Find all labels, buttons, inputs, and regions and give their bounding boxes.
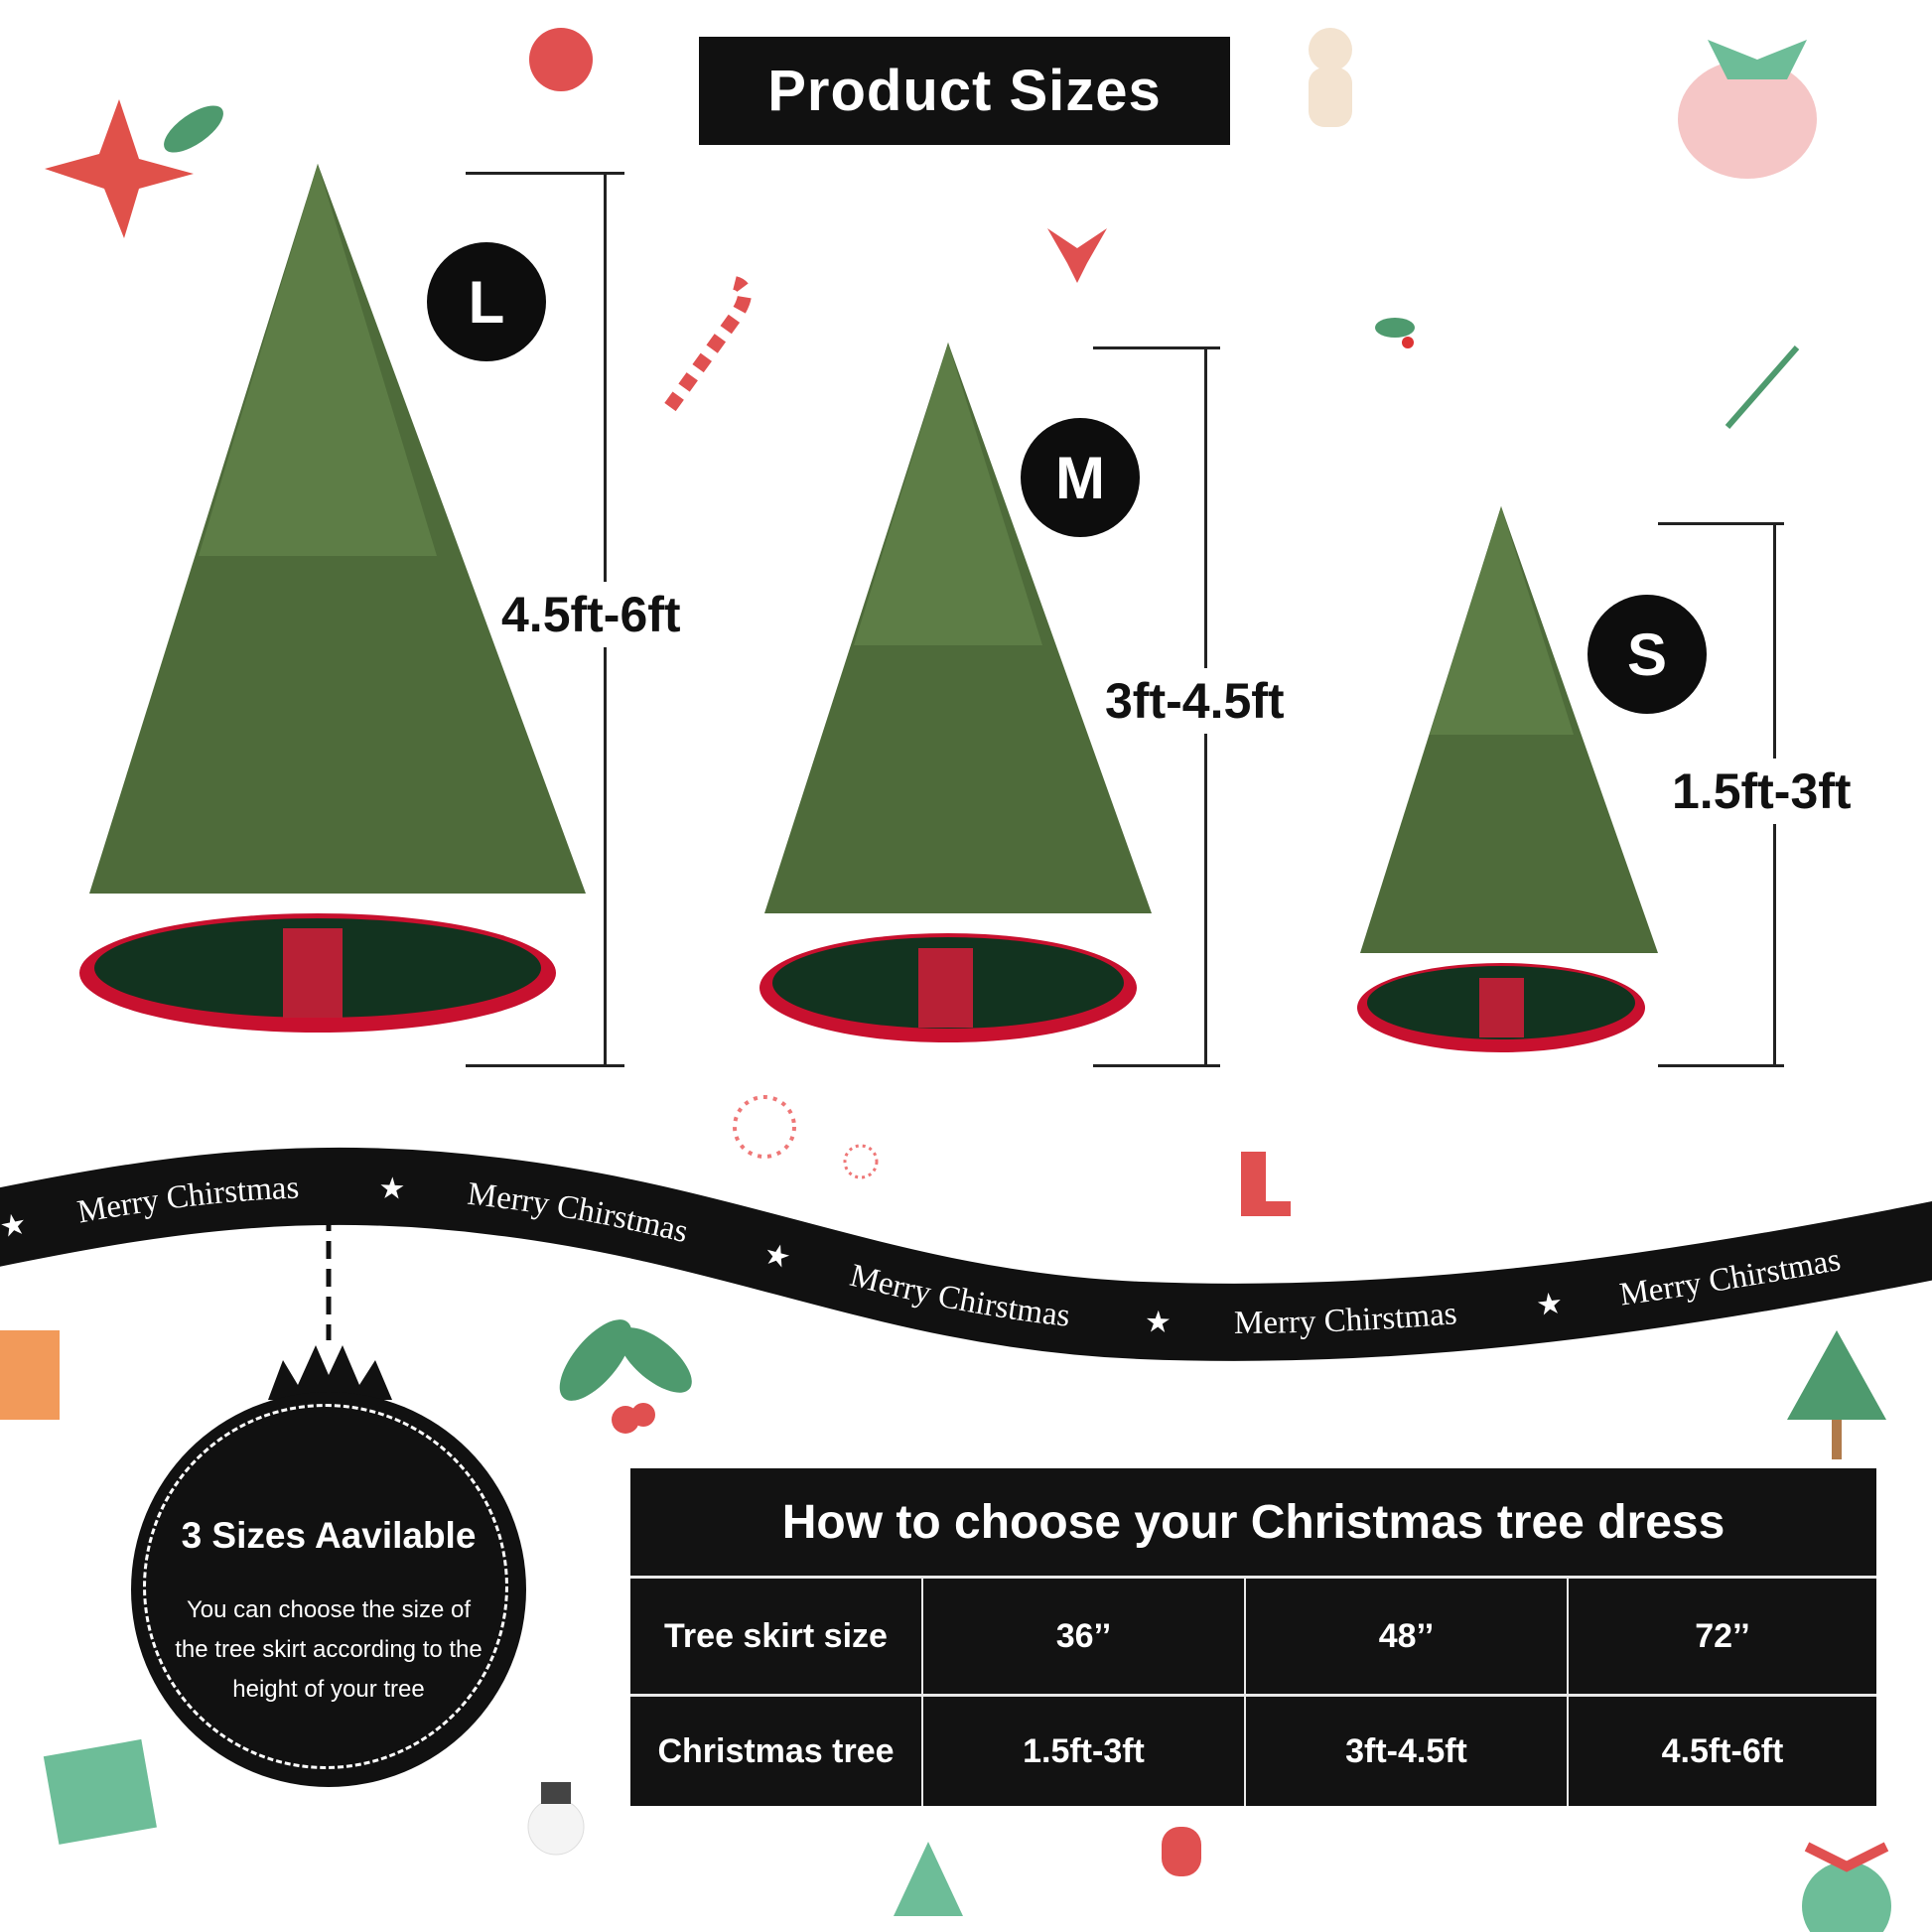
size-badge-medium: M	[1021, 418, 1140, 537]
svg-text:★: ★	[1144, 1306, 1172, 1339]
candy-cane-icon	[664, 276, 752, 412]
svg-text:★: ★	[1534, 1287, 1565, 1322]
mitten-icon	[1162, 1827, 1201, 1876]
table-row: Tree skirt size 36’’ 48’’ 72’’	[630, 1579, 1876, 1697]
ornament-gift-icon	[1802, 1842, 1891, 1932]
holly-icon	[1375, 318, 1415, 348]
tree-icon	[894, 1842, 963, 1916]
snowflake-icon	[733, 1095, 879, 1179]
poinsettia-icon	[45, 99, 223, 238]
tree-large	[79, 164, 586, 1033]
tree-small	[1357, 506, 1658, 1052]
dashed-ring	[143, 1404, 508, 1769]
gift-ball-icon	[1678, 40, 1817, 179]
size-badge-large: L	[427, 242, 546, 361]
star-icon: ★	[1144, 1306, 1172, 1339]
size-badge-small: S	[1587, 595, 1707, 714]
table-title: How to choose your Christmas tree dress	[630, 1468, 1876, 1579]
page-title: Product Sizes	[699, 37, 1230, 145]
height-label-large: 4.5ft-6ft	[501, 582, 681, 647]
svg-text:★: ★	[378, 1172, 406, 1205]
row-header: Christmas tree	[630, 1697, 923, 1806]
star-icon: ★	[1534, 1287, 1565, 1322]
dimension-tick	[466, 1064, 624, 1067]
size-guide-table: How to choose your Christmas tree dress …	[630, 1468, 1876, 1806]
small-tree-icon	[1787, 1330, 1886, 1459]
holly-large-icon	[559, 1319, 692, 1434]
bauble-icon	[529, 28, 593, 91]
dimension-tick	[1093, 1064, 1220, 1067]
table-cell: 1.5ft-3ft	[923, 1697, 1246, 1806]
branch-icon	[1725, 345, 1800, 429]
table-cell: 4.5ft-6ft	[1661, 1731, 1784, 1770]
tree-medium	[759, 343, 1152, 1042]
snowman-icon	[527, 1782, 585, 1856]
table-cell: 48’’	[1246, 1579, 1569, 1694]
dimension-tick	[1658, 1064, 1784, 1067]
dimension-tick	[1658, 522, 1784, 525]
table-cell: 72’’	[1695, 1616, 1750, 1655]
table-cell: 36’’	[923, 1579, 1246, 1694]
height-label-small: 1.5ft-3ft	[1672, 759, 1852, 824]
table-row: Christmas tree 1.5ft-3ft 3ft-4.5ft 4.5ft…	[630, 1697, 1876, 1806]
dimension-tick	[466, 172, 624, 175]
pine-cap-icon	[268, 1345, 392, 1400]
ornament-title: 3 Sizes Aavilable	[181, 1515, 477, 1556]
dimension-tick	[1093, 346, 1220, 349]
gift-icon	[0, 1330, 157, 1845]
stocking-icon	[1241, 1152, 1291, 1216]
star-icon: ★	[378, 1172, 406, 1205]
bow-icon	[1047, 228, 1107, 283]
height-label-medium: 3ft-4.5ft	[1105, 668, 1285, 734]
gingerbread-icon	[1309, 28, 1352, 127]
ornament-body: You can choose the size of the tree skir…	[175, 1596, 483, 1703]
row-header: Tree skirt size	[630, 1579, 923, 1694]
sizes-available-ornament: 3 Sizes Aavilable You can choose the siz…	[131, 1392, 526, 1787]
table-cell: 3ft-4.5ft	[1246, 1697, 1569, 1806]
